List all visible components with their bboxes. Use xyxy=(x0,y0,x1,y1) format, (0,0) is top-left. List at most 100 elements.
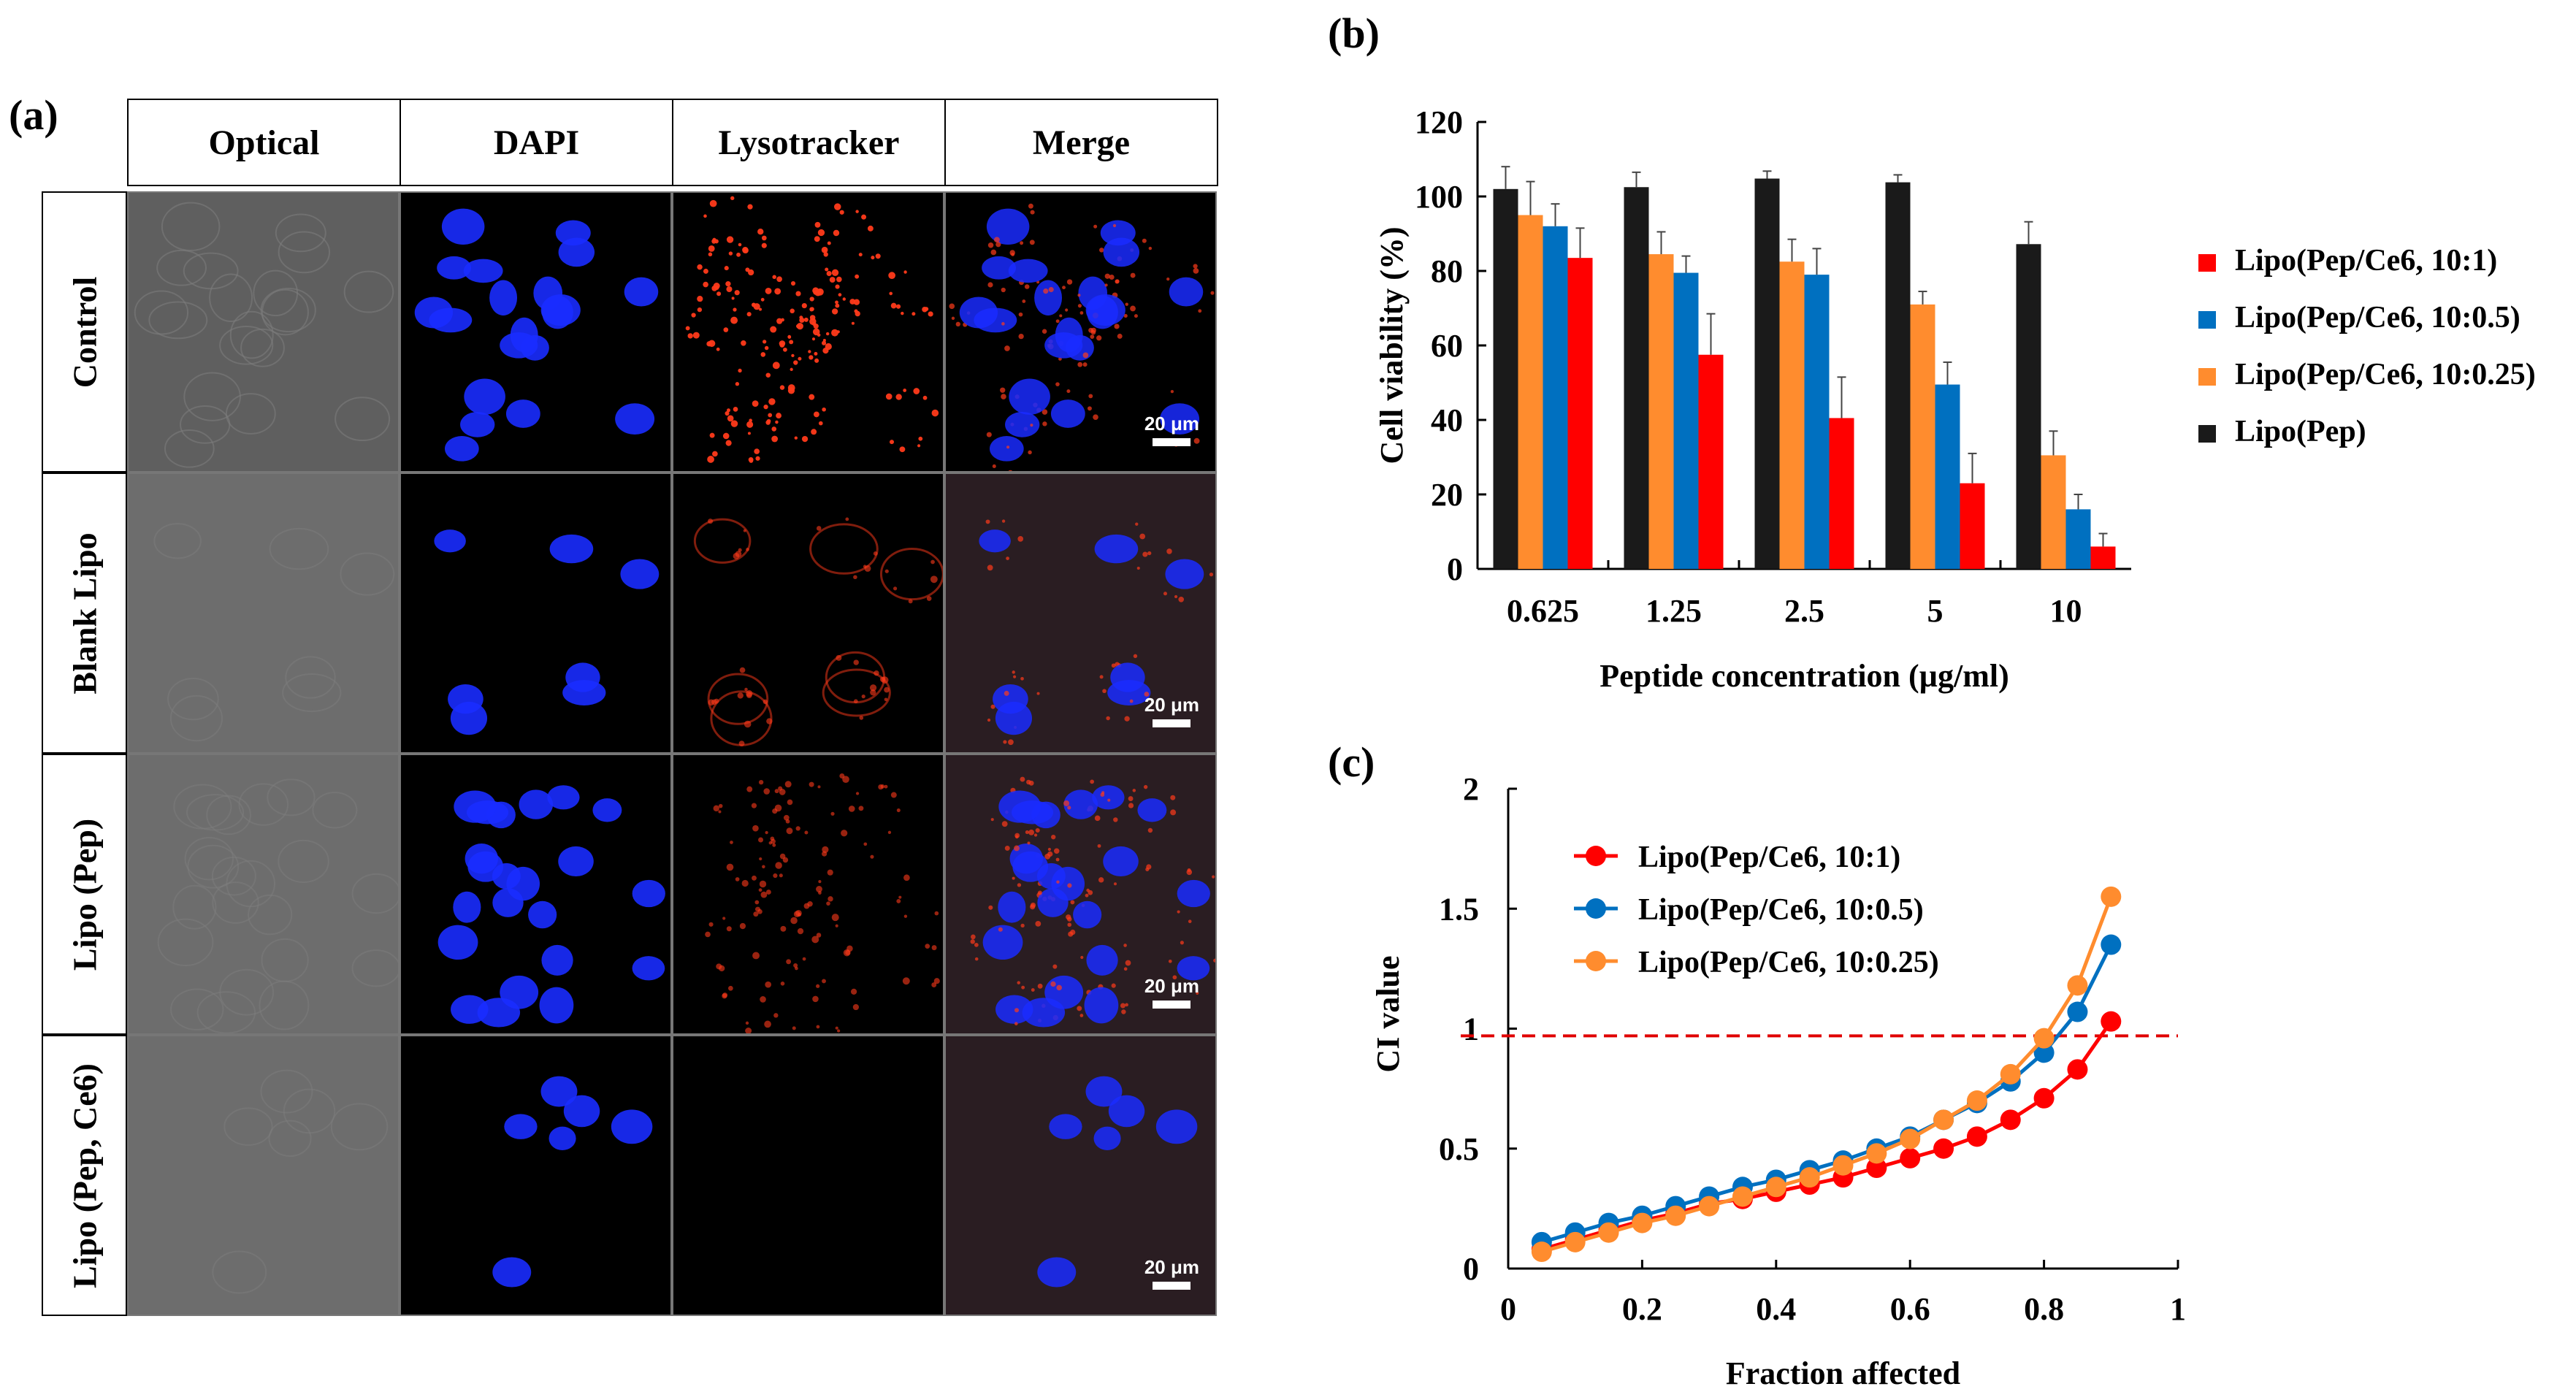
cell-outline xyxy=(196,991,256,1033)
lysosome-dot xyxy=(709,432,715,438)
lysosome-dot xyxy=(760,996,766,1003)
lysosome-dot xyxy=(1065,308,1069,312)
bar xyxy=(2041,455,2066,569)
lysosome-dot xyxy=(726,286,733,293)
lysosome-dot xyxy=(787,334,792,339)
nucleus xyxy=(611,1109,653,1144)
lysosome-dot xyxy=(776,276,782,283)
micrograph-lysotracker-4 xyxy=(672,1035,944,1316)
lysosome-dot xyxy=(774,288,781,295)
lysosome-dot xyxy=(985,519,990,524)
nucleus xyxy=(615,403,655,435)
lysosome-dot xyxy=(708,922,714,927)
lysosome-dot xyxy=(713,283,720,290)
scale-bar-line xyxy=(1153,1001,1191,1009)
lysosome-dot xyxy=(760,891,768,898)
lysosome-dot xyxy=(790,308,795,314)
nucleus xyxy=(979,529,1011,553)
lysosome-dot xyxy=(842,297,846,301)
lysosome-dot xyxy=(885,393,893,400)
lysosome-dot xyxy=(971,934,976,940)
lysosome-dot xyxy=(784,781,792,788)
lysosome-dot xyxy=(1077,362,1083,367)
lysosome-dot xyxy=(759,880,767,888)
lysosome-dot xyxy=(1139,533,1146,540)
y-tick-label: 100 xyxy=(1415,179,1463,215)
cell-outline xyxy=(183,372,241,421)
lysosome-dot xyxy=(773,1013,779,1018)
lysosome-dot xyxy=(899,446,906,453)
lysosome-dot xyxy=(765,420,771,425)
cell-outline xyxy=(219,326,274,365)
lysosome-dot xyxy=(934,911,939,916)
lysosome-dot xyxy=(1001,322,1005,326)
lysosome-dot xyxy=(987,718,991,722)
lysosome-dot xyxy=(1148,246,1153,250)
lysosome-dot xyxy=(855,792,860,795)
lysosome-dot xyxy=(903,389,907,392)
x-tick-label: 0.625 xyxy=(1507,593,1579,629)
cell-outline xyxy=(253,269,299,317)
lysosome-dot xyxy=(1024,284,1030,289)
lysosome-dot xyxy=(896,899,901,903)
lysosome-dot xyxy=(768,413,773,418)
lysosome-dot xyxy=(831,269,839,277)
lysosome-dot xyxy=(1170,390,1174,394)
lysosome-dot xyxy=(1135,522,1139,526)
lysosome-dot xyxy=(1134,314,1138,318)
x-tick-label: 1.25 xyxy=(1646,593,1702,629)
lysosome-dot xyxy=(735,382,740,386)
bar xyxy=(1648,254,1674,569)
micrograph-dapi-2 xyxy=(400,473,672,754)
lysosome-dot xyxy=(1080,955,1084,960)
lysosome-dot xyxy=(1132,789,1136,792)
nucleus xyxy=(453,891,481,923)
lysosome-dot xyxy=(759,857,763,861)
lysosome-dot xyxy=(1035,920,1042,927)
lysosome-dot xyxy=(733,307,737,312)
nucleus xyxy=(998,790,1042,823)
lysosome-dot xyxy=(761,242,767,248)
lysosome-dot xyxy=(884,686,890,693)
nucleus xyxy=(547,785,580,810)
lysosome-dot xyxy=(1117,333,1123,339)
cell-ring xyxy=(693,518,752,564)
lysosome-dot xyxy=(871,256,875,260)
lysosome-dot xyxy=(1198,309,1202,313)
nucleus xyxy=(989,436,1024,462)
y-tick-label: 40 xyxy=(1431,402,1463,438)
lysosome-dot xyxy=(1017,981,1020,984)
lysosome-dot xyxy=(1020,923,1025,928)
lysosome-dot xyxy=(809,394,815,400)
lysosome-dot xyxy=(1129,699,1134,703)
lysosome-dot xyxy=(1028,450,1032,455)
lysosome-dot xyxy=(789,340,794,345)
cell-outline xyxy=(134,290,189,335)
lysosome-dot xyxy=(990,818,994,822)
lysosome-dot xyxy=(974,957,979,961)
lysosome-dot xyxy=(990,704,995,709)
cell-outline xyxy=(164,429,215,468)
lysosome-dot xyxy=(1188,919,1192,923)
lysosome-dot xyxy=(987,565,993,571)
lysosome-dot xyxy=(1212,875,1215,879)
lysosome-dot xyxy=(867,225,874,232)
nucleus xyxy=(1177,879,1210,908)
lysosome-dot xyxy=(795,826,800,831)
nucleus xyxy=(504,1114,538,1139)
nucleus xyxy=(477,998,521,1028)
nucleus xyxy=(1160,403,1200,435)
lysosome-dot xyxy=(1012,670,1015,674)
nucleus xyxy=(540,1076,578,1107)
lysosome-dot xyxy=(1031,988,1035,992)
lysosome-dot xyxy=(825,332,830,336)
lysosome-dot xyxy=(1115,279,1120,284)
lysosome-dot xyxy=(1090,779,1095,784)
lysosome-dot xyxy=(751,803,757,808)
y-tick-label: 0 xyxy=(1447,551,1463,587)
lysosome-dot xyxy=(861,695,865,699)
cell-outline xyxy=(312,792,358,829)
lysosome-dot xyxy=(930,559,935,565)
nucleus xyxy=(1094,534,1139,564)
lysosome-dot xyxy=(737,692,744,699)
